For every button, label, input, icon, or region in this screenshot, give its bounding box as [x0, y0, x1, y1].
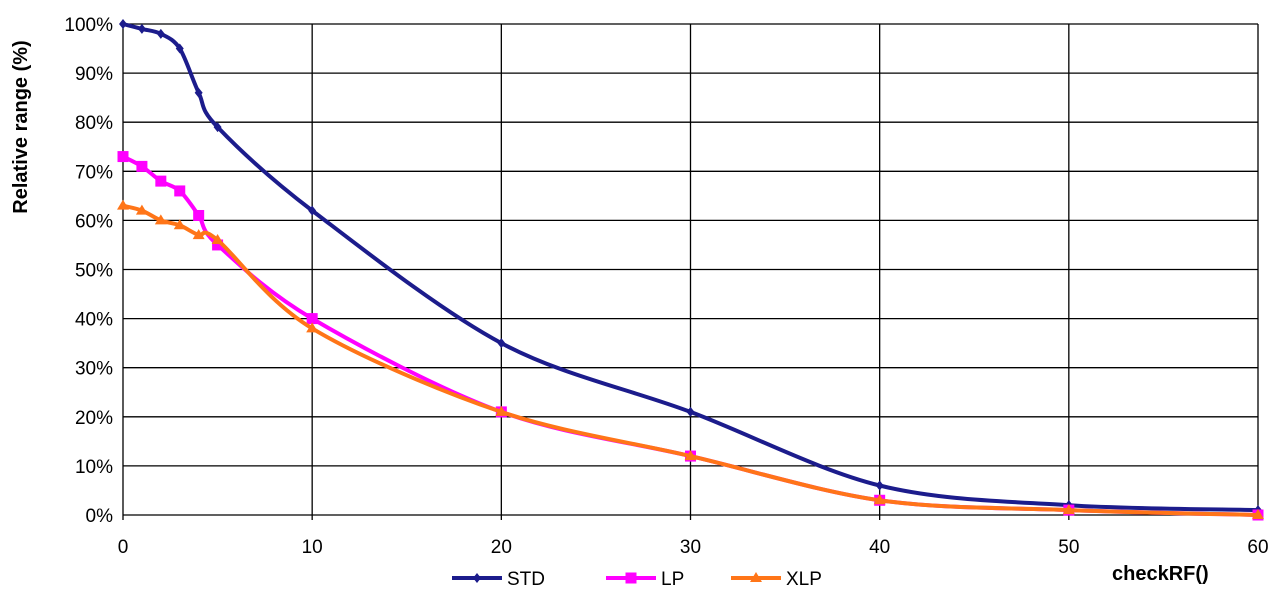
data-point-xlp [117, 199, 129, 210]
y-tick-label: 10% [75, 457, 113, 478]
series-line-std [121, 22, 1260, 513]
legend-item-lp: LP [606, 569, 684, 590]
y-axis-title: Relative range (%) [10, 40, 32, 213]
x-tick-label: 30 [680, 537, 701, 558]
series-xlp [117, 199, 1264, 519]
data-point-xlp [684, 450, 697, 461]
series-std [119, 19, 1262, 516]
data-point-std [213, 122, 222, 133]
data-point-std [156, 28, 165, 39]
y-tick-label: 60% [75, 211, 113, 232]
legend-label-lp: LP [661, 569, 684, 590]
y-tick-label: 0% [86, 506, 114, 527]
y-tick-label: 90% [75, 64, 113, 85]
x-tick-label: 10 [302, 537, 323, 558]
y-tick-label: 40% [75, 310, 113, 331]
x-axis-title: checkRF() [1112, 563, 1209, 585]
data-point-lp [212, 239, 224, 251]
data-point-std [194, 87, 203, 98]
data-point-std [497, 338, 506, 349]
data-point-xlp [211, 234, 224, 245]
y-tick-label: 50% [75, 261, 113, 282]
legend-item-xlp: XLP [731, 569, 822, 590]
legend-item-std: STD [452, 569, 545, 590]
data-point-xlp [495, 405, 508, 416]
y-tick-label: 100% [64, 15, 113, 36]
legend-marker-xlp [750, 572, 762, 582]
x-tick-label: 20 [491, 537, 512, 558]
data-point-lp [193, 209, 205, 221]
data-point-lp [174, 185, 186, 197]
data-point-xlp [1252, 509, 1264, 519]
data-point-std [308, 205, 317, 216]
legend: STD LP XLP [452, 569, 822, 590]
legend-marker-lp [625, 572, 637, 584]
x-tick-label: 40 [869, 537, 890, 558]
y-tick-label: 30% [75, 359, 113, 380]
x-tick-label: 0 [118, 537, 129, 558]
data-point-xlp [873, 494, 886, 505]
data-point-xlp [306, 322, 319, 333]
data-point-xlp [1062, 504, 1075, 515]
data-point-std [686, 406, 695, 417]
data-point-std [137, 23, 146, 34]
y-tick-label: 70% [75, 162, 113, 183]
grid [122, 23, 1259, 520]
x-tick-label: 60 [1247, 537, 1268, 558]
data-point-xlp [154, 214, 167, 225]
data-point-xlp [135, 204, 148, 215]
y-tick-label: 20% [75, 408, 113, 429]
y-axis-ticks: 0% 10% 20% 30% 40% 50% 60% 70% 80% 90% 100% [64, 15, 113, 527]
y-tick-label: 80% [75, 113, 113, 134]
data-point-xlp [173, 219, 186, 230]
legend-label-xlp: XLP [786, 569, 822, 590]
x-axis-ticks: 0 10 20 30 40 50 60 [118, 537, 1269, 558]
data-point-std [875, 480, 884, 491]
legend-label-std: STD [507, 569, 545, 590]
series-lines [117, 19, 1264, 521]
data-point-xlp [192, 229, 205, 240]
data-point-lp [136, 160, 148, 172]
data-point-std [119, 19, 127, 29]
legend-marker-std [473, 573, 481, 583]
data-point-lp [155, 175, 167, 187]
data-point-lp [306, 313, 318, 325]
series-line-xlp [121, 203, 1260, 517]
x-tick-label: 50 [1058, 537, 1079, 558]
data-point-std [175, 43, 184, 54]
data-point-lp [117, 151, 129, 163]
